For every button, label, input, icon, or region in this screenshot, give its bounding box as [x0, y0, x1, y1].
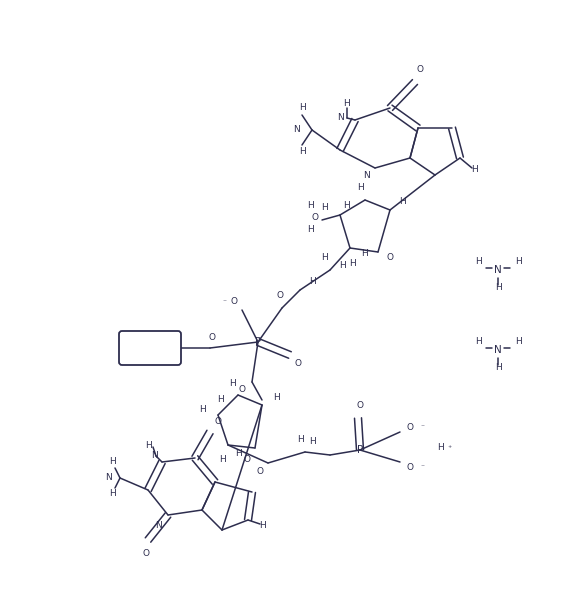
Text: P: P — [255, 337, 261, 347]
Text: Abs: Abs — [138, 343, 162, 353]
Text: O: O — [244, 456, 251, 465]
Text: N: N — [155, 520, 161, 529]
Text: H: H — [300, 103, 307, 112]
Text: H: H — [322, 203, 328, 212]
Text: O: O — [311, 213, 318, 222]
Text: P: P — [357, 445, 363, 455]
Text: H: H — [310, 438, 317, 447]
Text: H: H — [109, 457, 116, 466]
Text: N: N — [152, 451, 158, 460]
Text: N: N — [494, 265, 502, 275]
Text: H: H — [230, 379, 237, 388]
Text: H: H — [260, 520, 266, 529]
Text: N: N — [494, 345, 502, 355]
Text: O: O — [256, 466, 263, 475]
Text: H: H — [515, 258, 522, 267]
Text: H: H — [297, 435, 303, 444]
Text: O: O — [387, 252, 394, 261]
Text: ⁺: ⁺ — [448, 444, 452, 453]
Text: O: O — [406, 462, 413, 471]
Text: O: O — [208, 334, 215, 343]
Text: H: H — [200, 405, 206, 414]
Text: H: H — [339, 261, 345, 270]
Text: H: H — [307, 200, 314, 209]
Text: H: H — [357, 184, 363, 193]
Text: H: H — [322, 254, 328, 263]
Text: H: H — [349, 258, 356, 267]
Text: O: O — [416, 66, 423, 75]
Text: H: H — [274, 392, 280, 401]
Text: H: H — [343, 200, 350, 209]
Text: H: H — [472, 166, 478, 175]
Text: H: H — [300, 148, 307, 157]
Text: H: H — [437, 444, 443, 453]
Text: H: H — [399, 197, 405, 206]
Text: H: H — [475, 258, 481, 267]
Text: O: O — [406, 423, 413, 432]
Text: N: N — [294, 126, 300, 135]
Text: O: O — [276, 291, 283, 301]
Text: H: H — [515, 337, 522, 346]
Text: N: N — [336, 114, 343, 123]
Text: H: H — [217, 395, 223, 404]
Text: H: H — [109, 490, 116, 499]
Text: N: N — [105, 474, 112, 483]
Text: ⁻: ⁻ — [420, 423, 424, 432]
Text: N: N — [364, 172, 370, 181]
Text: H: H — [308, 277, 315, 286]
Text: H: H — [235, 448, 241, 457]
Text: H: H — [361, 249, 369, 258]
Text: H: H — [495, 364, 502, 373]
Text: H: H — [343, 99, 349, 108]
Text: O: O — [214, 417, 221, 426]
Text: H: H — [475, 337, 481, 346]
Text: O: O — [238, 386, 245, 395]
Text: O: O — [294, 358, 301, 368]
Text: O: O — [142, 550, 150, 559]
Text: O: O — [356, 401, 363, 410]
Text: H: H — [220, 456, 227, 465]
Text: O: O — [231, 297, 238, 307]
FancyBboxPatch shape — [119, 331, 181, 365]
Text: H: H — [307, 225, 314, 234]
Text: H: H — [495, 283, 502, 292]
Text: ⁻: ⁻ — [222, 297, 226, 307]
Text: ⁻: ⁻ — [420, 462, 424, 471]
Text: H: H — [145, 441, 151, 450]
